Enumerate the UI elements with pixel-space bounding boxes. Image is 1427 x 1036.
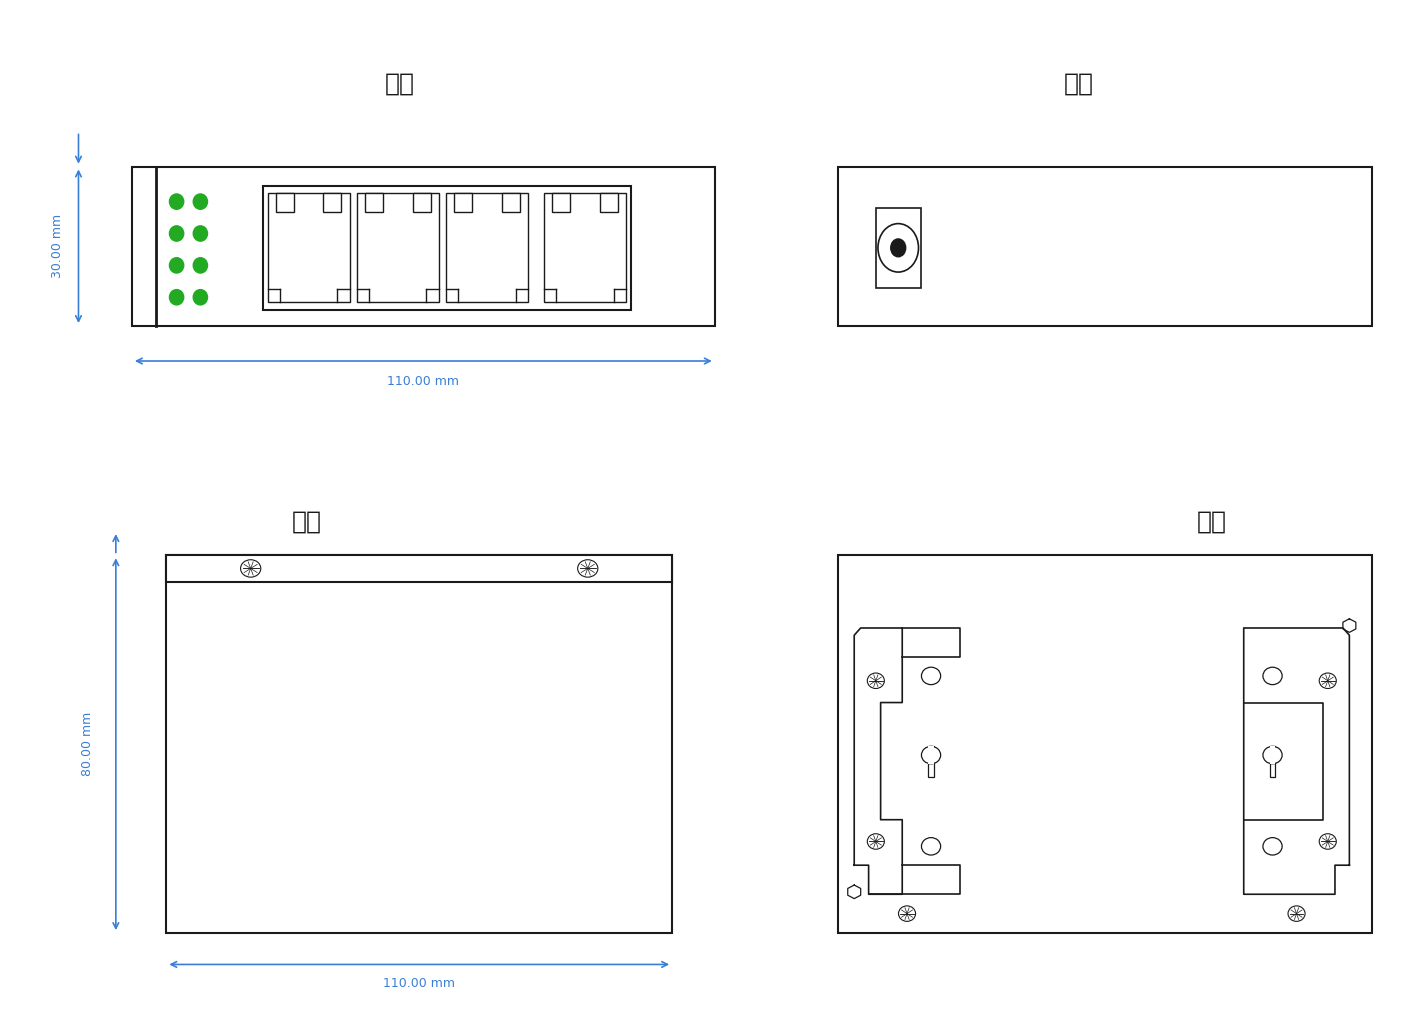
Circle shape — [1319, 673, 1336, 689]
Bar — [876, 208, 920, 288]
Bar — [502, 193, 519, 212]
Bar — [838, 167, 1371, 326]
Text: 正面: 正面 — [384, 71, 415, 95]
Circle shape — [868, 673, 885, 689]
Circle shape — [922, 746, 940, 764]
Circle shape — [1263, 838, 1281, 855]
Text: 110.00 mm: 110.00 mm — [387, 375, 459, 388]
Circle shape — [170, 194, 184, 209]
Bar — [599, 193, 618, 212]
Bar — [357, 193, 440, 303]
Bar — [552, 193, 571, 212]
Bar — [1270, 746, 1276, 777]
Circle shape — [193, 290, 207, 305]
Bar — [131, 167, 715, 326]
Bar — [454, 193, 472, 212]
Bar — [838, 555, 1371, 933]
Circle shape — [170, 258, 184, 274]
Circle shape — [899, 905, 916, 921]
Circle shape — [1289, 905, 1306, 921]
Bar — [365, 193, 382, 212]
Circle shape — [193, 258, 207, 274]
Bar — [544, 193, 626, 303]
Text: 110.00 mm: 110.00 mm — [384, 977, 455, 989]
Bar — [263, 185, 631, 310]
Circle shape — [578, 559, 598, 577]
Circle shape — [241, 559, 261, 577]
Circle shape — [170, 290, 184, 305]
Bar — [268, 193, 350, 303]
Text: 底面: 底面 — [1197, 510, 1227, 534]
Circle shape — [868, 834, 885, 850]
Bar — [275, 193, 294, 212]
Circle shape — [922, 838, 940, 855]
Circle shape — [890, 239, 906, 257]
Circle shape — [1263, 667, 1281, 685]
Bar — [412, 193, 431, 212]
Circle shape — [1263, 746, 1281, 764]
Bar — [929, 746, 933, 764]
Text: 80.00 mm: 80.00 mm — [81, 712, 94, 776]
Circle shape — [922, 667, 940, 685]
Bar — [1270, 746, 1276, 764]
Circle shape — [193, 194, 207, 209]
Bar — [447, 193, 528, 303]
Bar — [324, 193, 341, 212]
Bar — [929, 746, 933, 777]
Circle shape — [170, 226, 184, 241]
Text: 俯视: 俯视 — [293, 510, 323, 534]
Circle shape — [878, 224, 919, 272]
Circle shape — [1319, 834, 1336, 850]
Circle shape — [193, 226, 207, 241]
Bar — [167, 555, 672, 933]
Bar — [167, 555, 672, 582]
Text: 30.00 mm: 30.00 mm — [51, 214, 64, 279]
Text: 背面: 背面 — [1063, 71, 1093, 95]
